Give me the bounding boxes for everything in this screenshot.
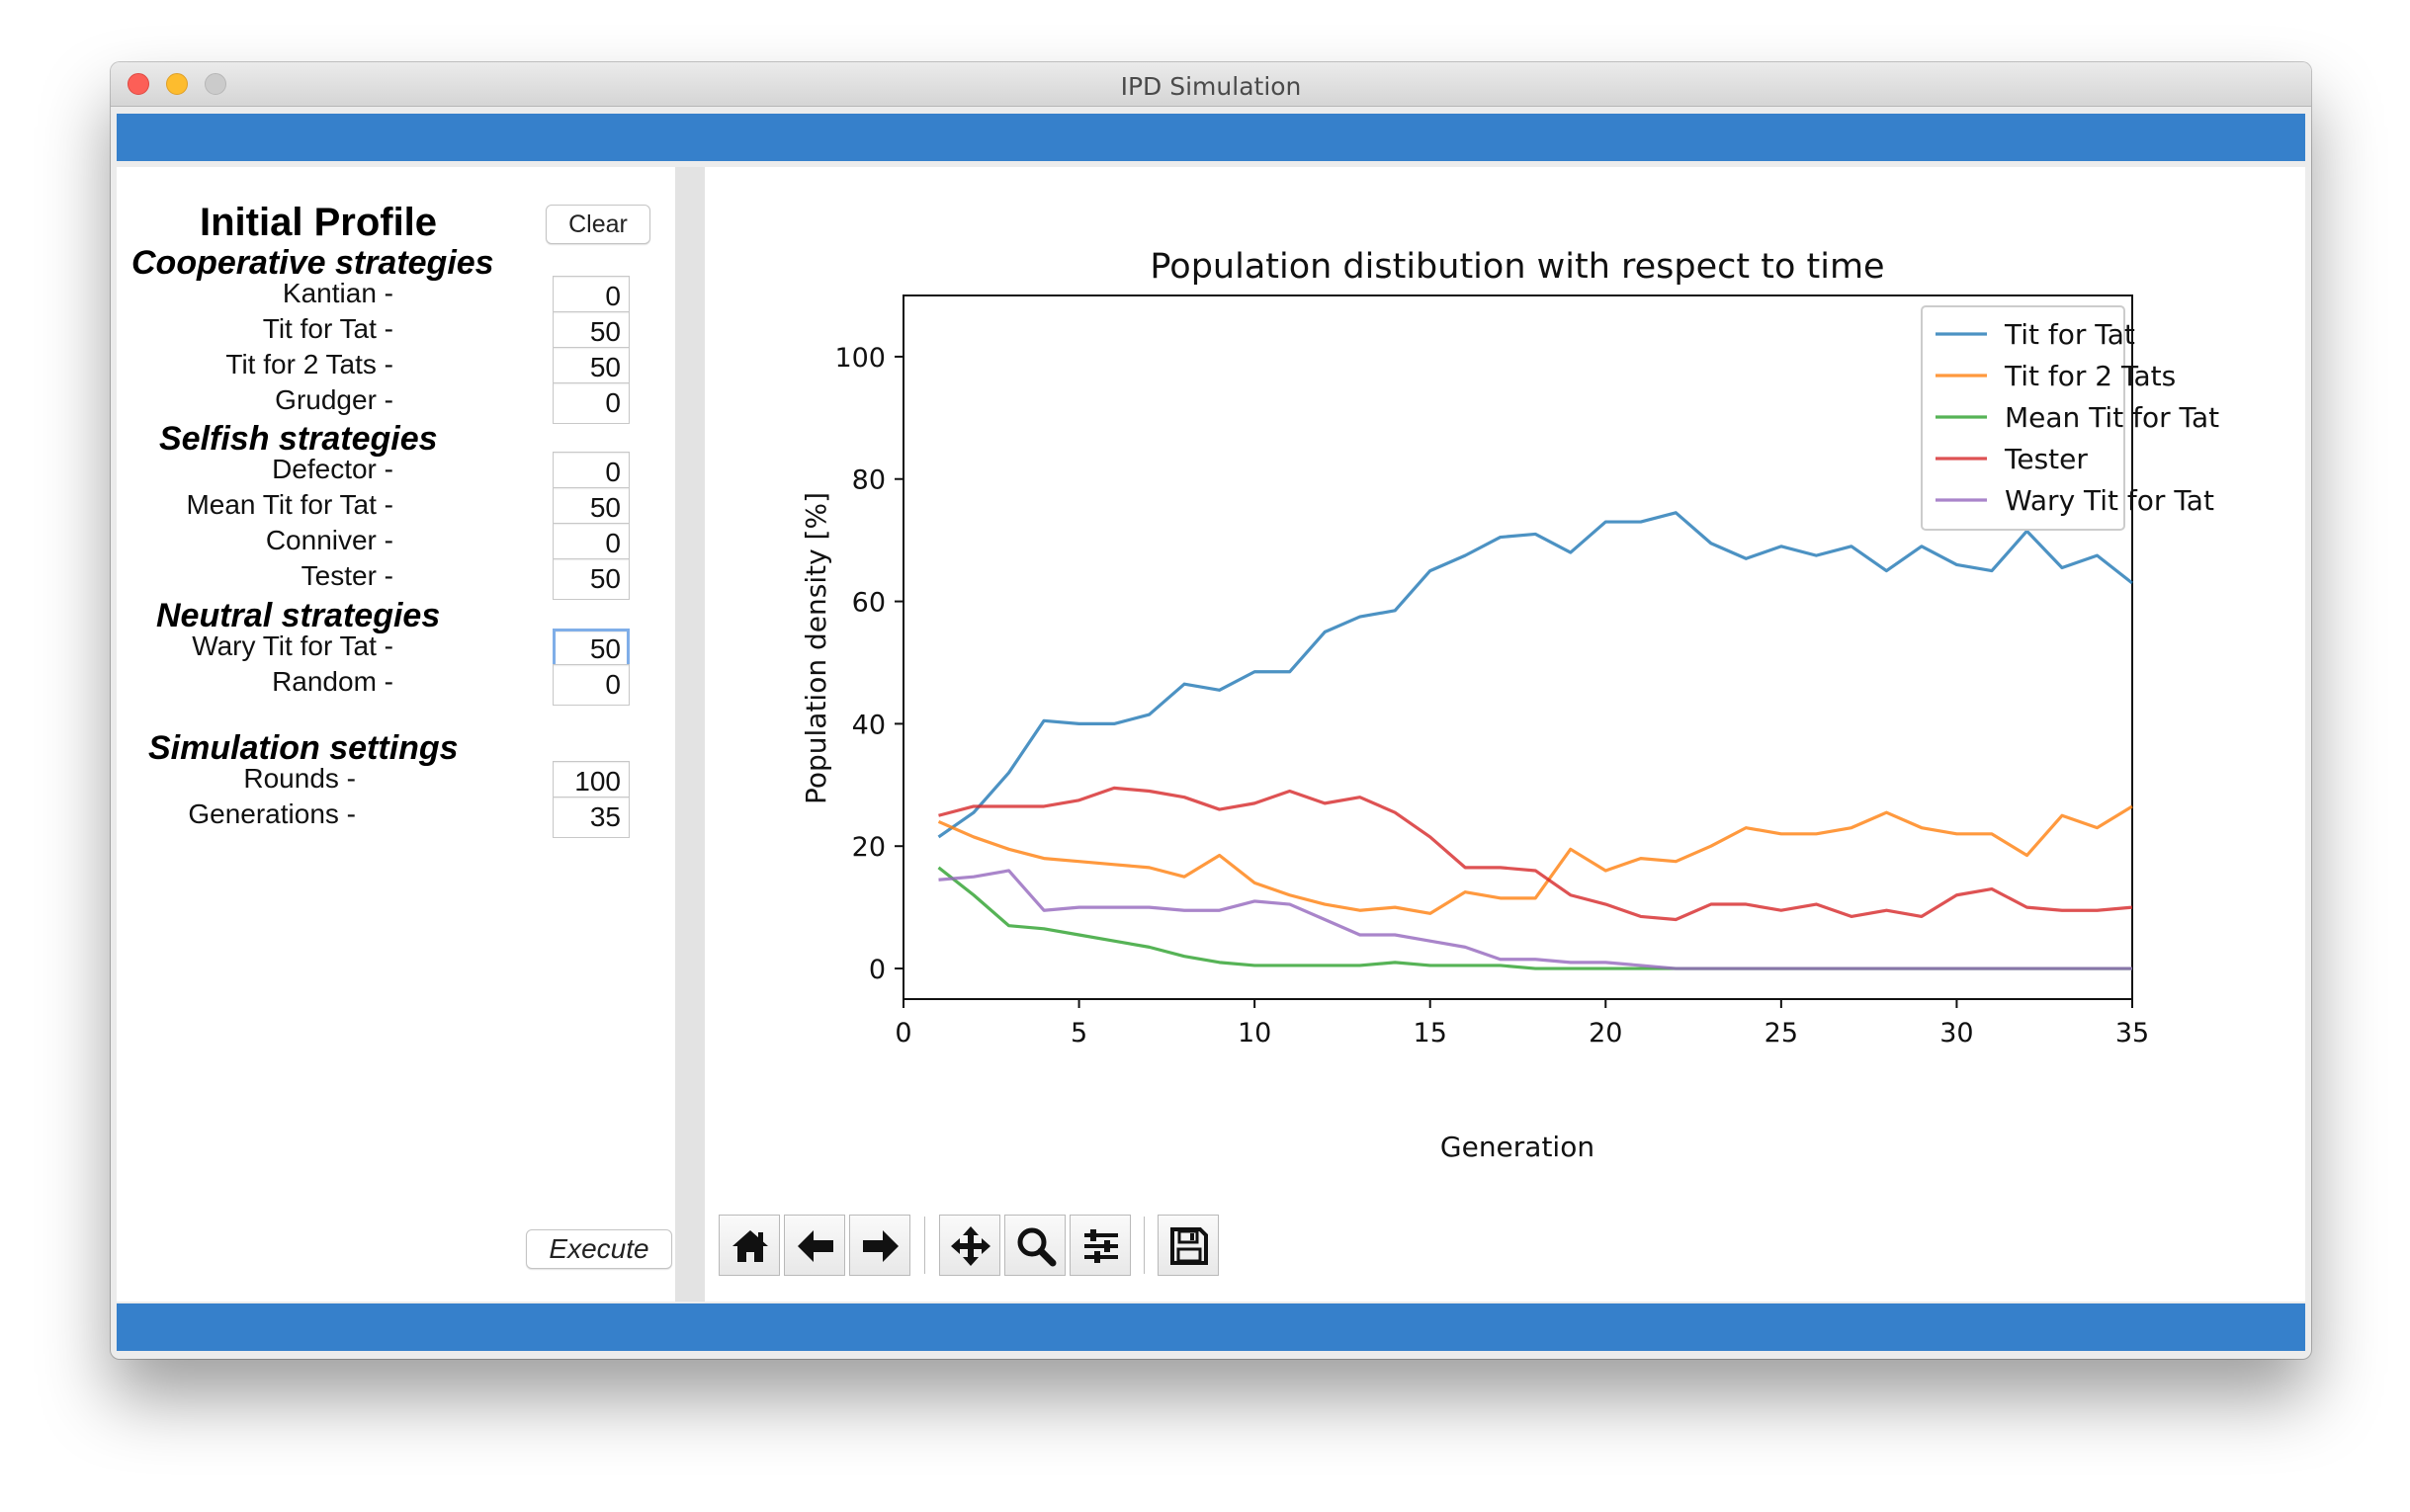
x-tick-label: 5 [1071,1018,1087,1049]
setting-label-generations: Generations - [188,798,356,829]
y-axis: 0 20 40 60 80 100 [834,343,904,985]
strategy-label-kantian: Kantian - [282,278,393,308]
series-line-tit-for-2-tats [937,804,2133,915]
toolbar-home-button[interactable] [719,1215,780,1276]
toolbar-pan-button[interactable] [939,1215,1000,1276]
x-axis-label: Generation [1440,1131,1594,1163]
toolbar-back-button[interactable] [784,1215,845,1276]
app-window: IPD Simulation Initial Profile Clear Coo… [111,62,2311,1359]
section-title-cooperative: Cooperative strategies [131,244,494,282]
strategy-label-wary-tit-for-tat: Wary Tit for Tat - [192,630,393,661]
strategy-label-defector: Defector - [272,454,393,484]
x-axis: 0 5 10 15 20 25 30 35 [895,999,2149,1049]
population-chart: Population distibution with respect to t… [800,247,2219,1163]
strategy-label-mean-tit-for-tat: Mean Tit for Tat - [186,489,393,520]
back-arrow-icon [798,1230,833,1262]
save-floppy-icon [1170,1227,1208,1265]
setting-input-rounds[interactable]: 100 [553,761,630,802]
x-tick-label: 10 [1238,1018,1271,1049]
strategy-input-conniver[interactable]: 0 [553,523,630,564]
strategy-input-tit-for-2-tats[interactable]: 50 [553,347,630,388]
strategy-input-random[interactable]: 0 [553,664,630,706]
strategy-label-grudger: Grudger - [275,384,393,415]
legend-label: Wary Tit for Tat [2005,484,2214,517]
toolbar-forward-button[interactable] [849,1215,910,1276]
strategy-input-kantian[interactable]: 0 [553,276,630,317]
section-title-neutral: Neutral strategies [156,597,441,634]
home-icon [732,1230,768,1262]
legend-label: Mean Tit for Tat [2005,401,2219,434]
initial-profile-panel: Initial Profile Clear Cooperative strate… [117,167,675,1302]
main-content: Initial Profile Clear Cooperative strate… [117,167,2305,1302]
plot-panel: Population distibution with respect to t… [705,167,2305,1302]
pan-move-icon [951,1226,990,1266]
window-close-button[interactable] [128,73,149,95]
panel-divider[interactable] [675,167,705,1302]
series-line-wary-tit-for-tat [938,869,2132,970]
strategy-input-mean-tit-for-tat[interactable]: 50 [553,487,630,529]
x-tick-label: 25 [1764,1018,1798,1049]
strategy-label-tit-for-2-tats: Tit for 2 Tats - [225,349,393,379]
legend-frame [1921,305,2125,531]
bottom-banner [117,1303,2305,1351]
legend-label: Tit for 2 Tats [2004,360,2176,392]
y-tick-label: 40 [852,710,886,740]
toolbar-zoom-button[interactable] [1004,1215,1066,1276]
strategy-input-tester[interactable]: 50 [553,558,630,600]
setting-input-generations[interactable]: 35 [553,797,630,838]
series-line-tit-for-tat [937,511,2133,839]
y-tick-label: 80 [852,465,886,496]
chart-title: Population distibution with respect to t… [1150,247,1884,287]
strategy-input-grudger[interactable]: 0 [553,382,630,424]
toolbar-configure-button[interactable] [1070,1215,1131,1276]
section-title-selfish: Selfish strategies [159,420,438,458]
x-tick-label: 20 [1589,1018,1622,1049]
series-lines [937,511,2133,970]
window-minimize-button[interactable] [166,73,188,95]
chart-legend: Tit for Tat Tit for 2 Tats Mean Tit for Ta… [1921,305,2219,531]
y-tick-label: 0 [869,955,886,985]
top-banner [117,114,2305,161]
x-tick-label: 15 [1414,1018,1447,1049]
forward-arrow-icon [863,1230,899,1262]
panel-title: Initial Profile [200,201,438,244]
section-title-simulation: Simulation settings [148,729,459,767]
clear-button[interactable]: Clear [546,205,650,244]
legend-label: Tit for Tat [2004,318,2135,351]
window-title: IPD Simulation [1120,72,1302,101]
series-line-tester [938,786,2133,922]
x-tick-label: 35 [2115,1018,2149,1049]
strategy-label-conniver: Conniver - [265,525,393,555]
x-tick-label: 30 [1939,1018,1973,1049]
toolbar-save-button[interactable] [1158,1215,1219,1276]
configure-subplots-icon [1084,1229,1118,1263]
setting-label-rounds: Rounds - [243,763,356,794]
toolbar-separator [924,1217,925,1274]
strategy-label-tit-for-tat: Tit for Tat - [262,313,393,344]
strategy-label-random: Random - [272,666,393,697]
zoom-magnifier-icon [1017,1227,1057,1267]
execute-button[interactable]: Execute [526,1229,672,1269]
legend-label: Tester [2004,443,2088,475]
toolbar-separator [1144,1217,1145,1274]
strategy-label-tester: Tester - [301,560,393,591]
y-tick-label: 100 [834,343,886,374]
x-tick-label: 0 [895,1018,911,1049]
y-axis-label: Population density [%] [800,492,832,804]
window-zoom-button[interactable] [205,73,226,95]
title-bar[interactable]: IPD Simulation [111,62,2311,107]
strategy-input-wary-tit-for-tat[interactable]: 50 [553,629,630,670]
y-tick-label: 20 [852,832,886,863]
y-tick-label: 60 [852,588,886,619]
strategy-input-defector[interactable]: 0 [553,452,630,493]
